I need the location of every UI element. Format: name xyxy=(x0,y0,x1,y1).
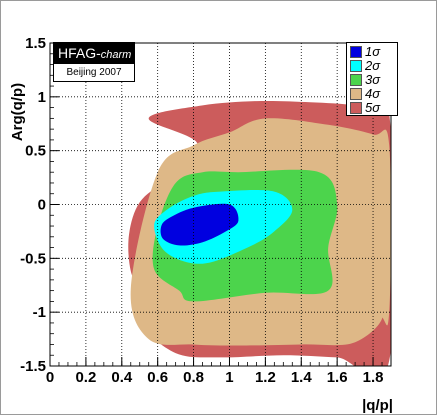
y-tick-label: 0 xyxy=(38,197,46,214)
x-tick-label: 1.2 xyxy=(255,369,276,386)
x-tick-label: 1.6 xyxy=(327,369,348,386)
y-axis-title: Arg(q/p) xyxy=(9,83,26,141)
legend-swatch xyxy=(350,102,362,114)
legend: 1σ 2σ 3σ 4σ 5σ xyxy=(346,42,398,116)
hfag-tag-title: HFAG-charm xyxy=(54,43,134,64)
legend-item: 2σ xyxy=(347,58,397,73)
x-tick-label: 1.4 xyxy=(291,369,313,386)
legend-label: 1σ xyxy=(365,44,381,59)
x-tick-label: 0.6 xyxy=(147,369,168,386)
x-tick-label: 0.8 xyxy=(183,369,204,386)
hfag-tag-sub: charm xyxy=(100,49,132,61)
y-tick-label: -0.5 xyxy=(20,250,46,267)
tick-layer: 0 0.2 0.4 0.6 0.8 1 1.2 1.4 1.6 1.8 1.5 1 0.5 0 -0.5 -1… xyxy=(20,35,383,386)
legend-swatch xyxy=(350,88,362,100)
y-tick-label: 1 xyxy=(38,89,46,106)
contour-1sigma xyxy=(160,203,239,246)
hfag-tag-note: Beijing 2007 xyxy=(66,67,122,78)
legend-swatch xyxy=(350,74,362,86)
legend-item: 4σ xyxy=(347,86,397,101)
legend-swatch xyxy=(350,46,362,58)
hfag-tag: HFAG-charm Beijing 2007 xyxy=(53,42,135,82)
legend-item: 3σ xyxy=(347,72,397,87)
y-tick-label: -1 xyxy=(33,304,46,321)
x-tick-label: 0 xyxy=(46,369,54,386)
contour-layer xyxy=(128,93,391,366)
legend-item: 1σ xyxy=(347,44,397,59)
y-tick-label: 1.5 xyxy=(25,35,46,52)
y-tick-label: 0.5 xyxy=(25,143,46,160)
legend-label: 4σ xyxy=(365,86,381,101)
legend-item: 5σ xyxy=(347,100,397,115)
x-axis-title: |q/p| xyxy=(362,397,393,414)
legend-swatch xyxy=(350,60,362,72)
hfag-tag-main: HFAG- xyxy=(58,45,101,61)
legend-label: 3σ xyxy=(365,72,381,87)
x-tick-label: 0.4 xyxy=(111,369,133,386)
x-tick-label: 1 xyxy=(225,369,233,386)
legend-label: 2σ xyxy=(365,58,381,73)
x-tick-label: 0.2 xyxy=(75,369,96,386)
legend-label: 5σ xyxy=(365,100,381,115)
y-tick-label: -1.5 xyxy=(20,358,46,375)
x-tick-label: 1.8 xyxy=(363,369,384,386)
